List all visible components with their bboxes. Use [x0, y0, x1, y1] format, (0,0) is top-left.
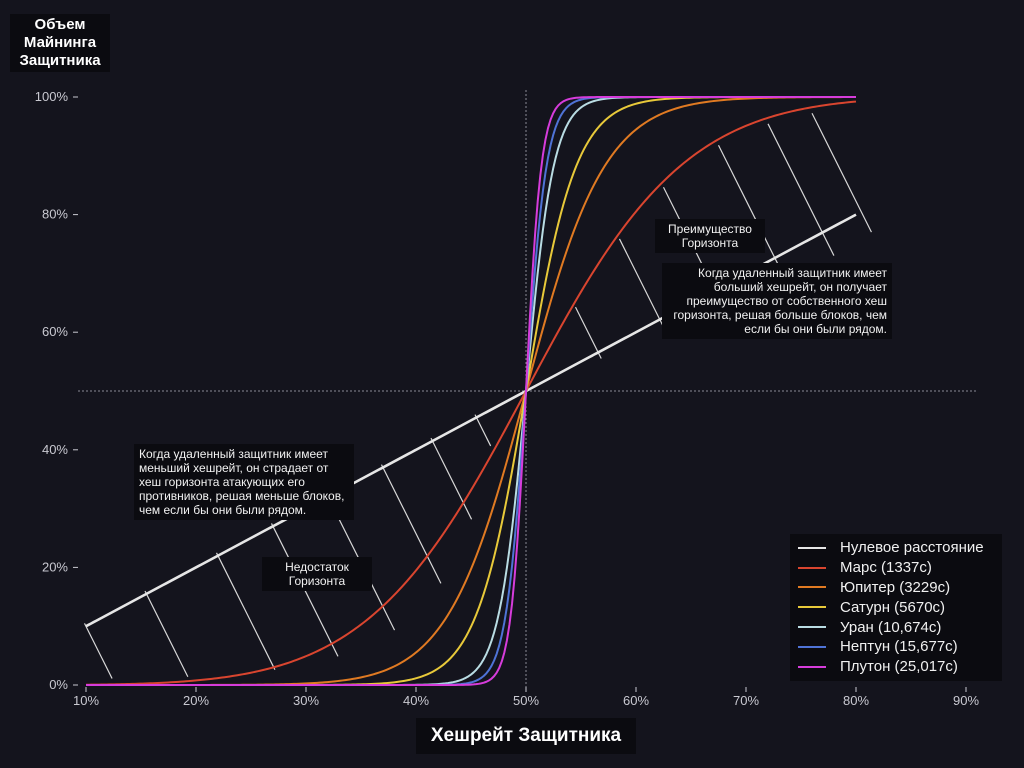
legend-label: Юпитер (3229с): [840, 578, 951, 596]
legend-item: Нулевое расстояние: [798, 538, 994, 558]
x-tick-label: 30%: [293, 693, 319, 708]
hatch-line: [83, 623, 113, 679]
y-axis-label: Объем Майнинга Защитника: [10, 14, 110, 72]
x-tick-label: 90%: [953, 693, 979, 708]
legend-swatch: [798, 645, 826, 648]
legend-item: Юпитер (3229с): [798, 578, 994, 598]
x-tick-label: 10%: [73, 693, 99, 708]
y-tick-label: 0%: [49, 677, 68, 692]
x-tick-label: 50%: [513, 693, 539, 708]
y-tick-label: 20%: [42, 559, 68, 574]
annotation-advantage-title: Преимущество Горизонта: [655, 219, 765, 253]
x-tick-label: 60%: [623, 693, 649, 708]
x-axis-label: Хешрейт Защитника: [416, 718, 636, 754]
hatch-line: [474, 414, 492, 447]
y-tick-label: 40%: [42, 442, 68, 457]
hatch-line: [574, 306, 602, 359]
hatch-line: [144, 590, 189, 677]
annotation-disadvantage-title: Недостаток Горизонта: [262, 557, 372, 591]
legend-item: Уран (10,674с): [798, 617, 994, 637]
legend-swatch: [798, 606, 826, 609]
legend-item: Плутон (25,017с): [798, 657, 994, 677]
hatch-line: [380, 464, 442, 584]
legend-swatch: [798, 626, 826, 629]
series-line-1: [85, 100, 857, 686]
legend-swatch: [798, 665, 826, 668]
hatch-line: [430, 437, 473, 520]
hatch-line: [767, 123, 835, 256]
hatch-marks: [83, 112, 872, 679]
annotation-disadvantage-body: Когда удаленный защитник имеет меньший х…: [134, 444, 354, 520]
legend-label: Уран (10,674с): [840, 618, 942, 636]
axes: 0% 20% 40% 60% 80% 100% 10% 20% 30% 40% 50% 60% 70% 8…: [35, 89, 980, 708]
annotation-advantage-body: Когда удаленный защитник имеет больший х…: [662, 263, 892, 339]
legend-label: Сатурн (5670с): [840, 598, 946, 616]
x-tick-label: 70%: [733, 693, 759, 708]
legend-swatch: [798, 586, 826, 589]
legend-label: Нептун (15,677с): [840, 638, 958, 656]
legend-swatch: [798, 566, 826, 569]
legend-label: Плутон (25,017с): [840, 658, 958, 676]
legend: Нулевое расстояние Марс (1337с) Юпитер (32…: [790, 534, 1002, 681]
hatch-line: [811, 112, 872, 233]
legend-item: Нептун (15,677с): [798, 637, 994, 657]
legend-item: Марс (1337с): [798, 558, 994, 578]
x-tick-label: 80%: [843, 693, 869, 708]
y-tick-label: 80%: [42, 207, 68, 222]
x-tick-label: 20%: [183, 693, 209, 708]
legend-swatch: [798, 546, 826, 549]
legend-label: Нулевое расстояние: [840, 539, 984, 557]
hatch-line: [215, 552, 276, 670]
series-line-6: [86, 96, 856, 686]
legend-label: Марс (1337с): [840, 559, 932, 577]
legend-item: Сатурн (5670с): [798, 597, 994, 617]
hatch-line: [717, 144, 788, 283]
x-tick-label: 40%: [403, 693, 429, 708]
y-tick-label: 100%: [35, 89, 69, 104]
y-tick-label: 60%: [42, 324, 68, 339]
